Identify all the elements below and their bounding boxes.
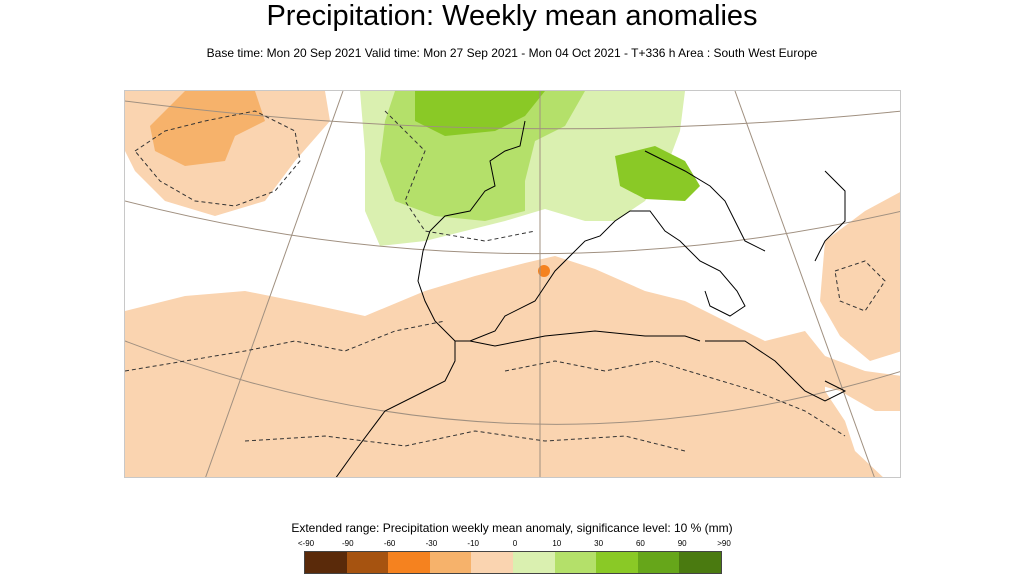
legend-tick-label: 10 (552, 539, 562, 548)
legend-title: Extended range: Precipitation weekly mea… (291, 521, 733, 535)
legend-tick-label: <-90 (297, 539, 315, 548)
legend-swatch (554, 552, 597, 573)
graticule (125, 91, 900, 477)
legend-tick-label: 60 (635, 539, 645, 548)
legend-tick-label: -60 (383, 539, 396, 548)
legend-labels: <-90 -90 -60 -30 -10 0 10 30 60 90 >90 (298, 539, 731, 549)
legend-tick-label: 0 (512, 539, 518, 548)
map-canvas (125, 91, 900, 477)
legend-swatch (471, 552, 513, 573)
legend-tick-label: -90 (342, 539, 354, 548)
legend-swatch (637, 552, 680, 573)
anomaly-negative-area-east (820, 192, 900, 361)
legend-tick-label: 90 (677, 539, 687, 548)
legend-swatch (596, 552, 638, 573)
anomaly-positive-moderate-north (415, 91, 545, 136)
legend-swatch (388, 552, 430, 573)
legend-swatch (512, 552, 555, 573)
legend-swatch (305, 552, 347, 573)
anomaly-negative-strong-spot (538, 265, 550, 277)
legend-tick-label: 30 (594, 539, 604, 548)
legend-tick-label: >90 (717, 539, 731, 548)
legend-swatch (679, 552, 721, 573)
precipitation-anomaly-map (124, 90, 901, 478)
legend-swatch (346, 552, 389, 573)
anomaly-negative-strong-atlantic (150, 91, 265, 166)
anomaly-positive-moderate-alps (615, 146, 700, 201)
anomaly-negative-area-south (125, 256, 883, 477)
significance-contours (125, 110, 886, 452)
chart-subtitle: Base time: Mon 20 Sep 2021 Valid time: M… (206, 46, 818, 60)
coastlines (335, 120, 847, 477)
legend-swatch (429, 552, 472, 573)
chart-title: Precipitation: Weekly mean anomalies (266, 0, 758, 32)
legend-tick-label: -30 (425, 539, 438, 548)
legend-tick-label: -10 (467, 539, 479, 548)
legend-color-bar (304, 551, 722, 574)
